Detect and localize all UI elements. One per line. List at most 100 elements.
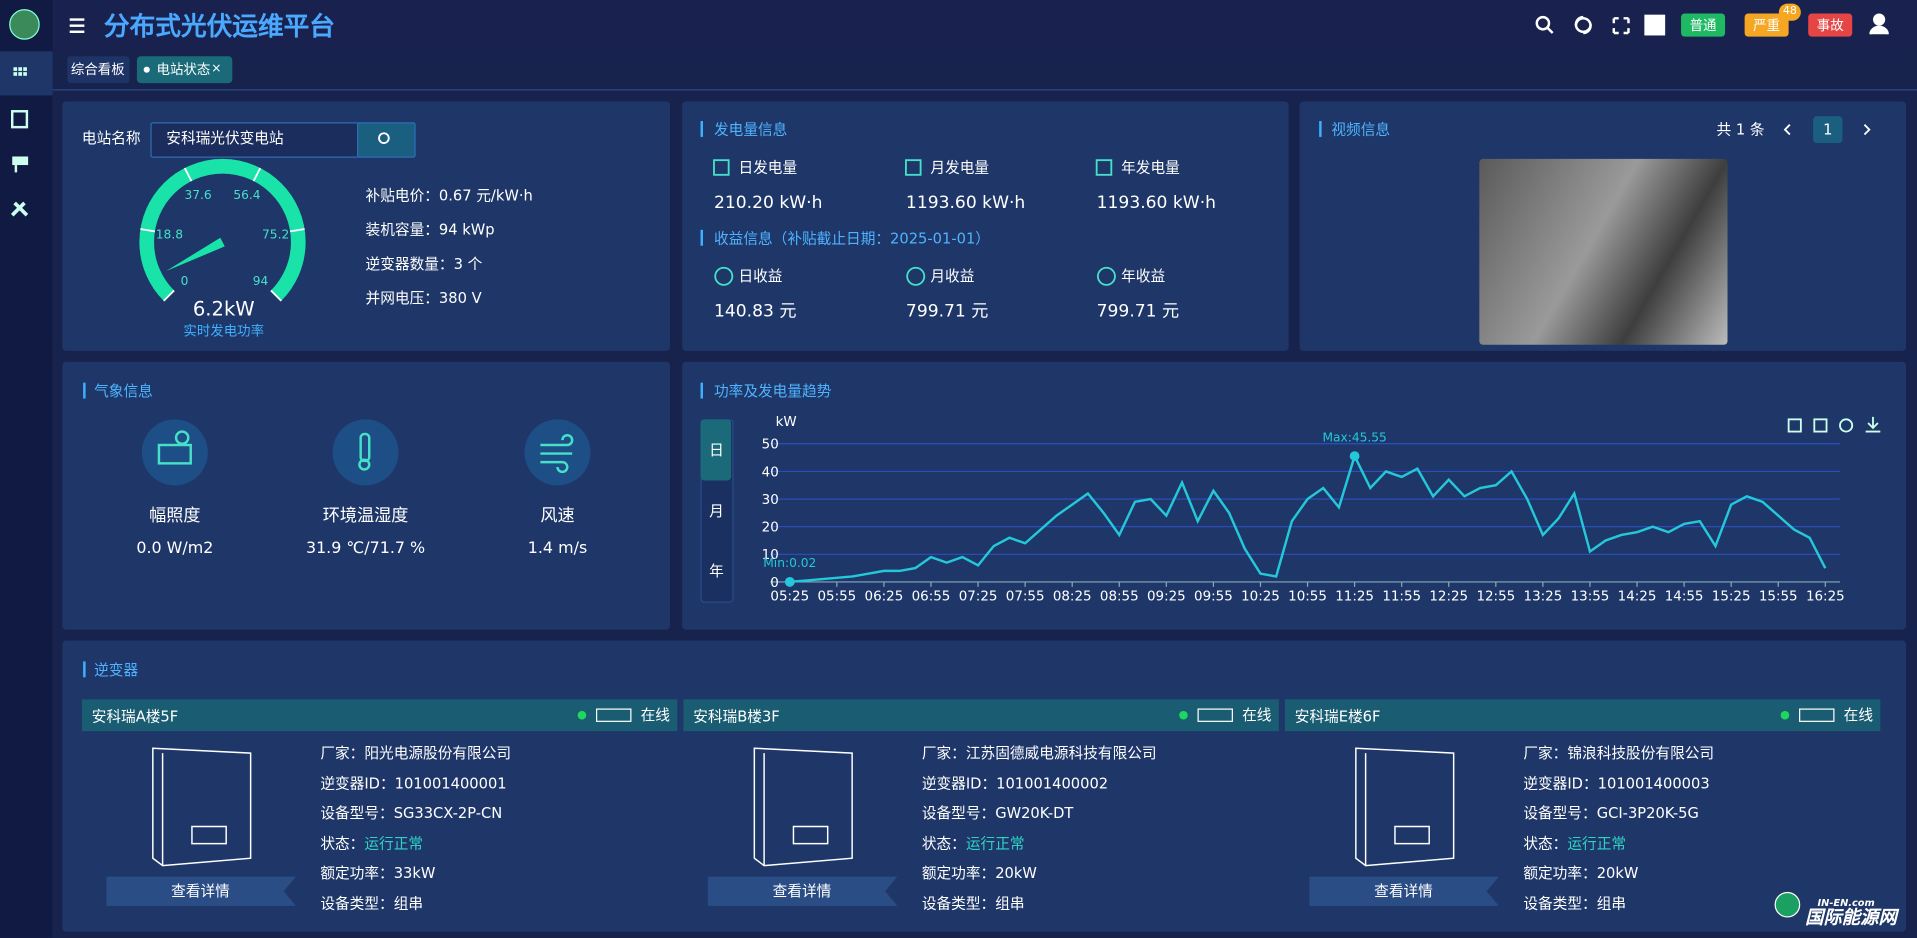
- period-tab[interactable]: 年: [709, 562, 724, 580]
- alarm-label[interactable]: 严重: [1753, 17, 1781, 34]
- field-value: 101001400003: [1597, 774, 1710, 792]
- x-tick-label: 07:25: [959, 589, 998, 604]
- status-label: 在线: [640, 706, 670, 724]
- gauge-arc: [139, 158, 306, 301]
- tab-close[interactable]: ×: [211, 62, 222, 76]
- inverter-name: 安科瑞A楼5F: [91, 707, 179, 725]
- page-prev[interactable]: [1783, 124, 1791, 136]
- search-button[interactable]: [356, 122, 416, 158]
- menu-icon[interactable]: [69, 18, 85, 34]
- alarm-normal[interactable]: [1681, 13, 1726, 37]
- tab-label[interactable]: 综合看板: [70, 61, 125, 78]
- period-active[interactable]: [700, 419, 732, 481]
- detail-button-label[interactable]: 查看详情: [171, 882, 230, 900]
- y-tick-label: 0: [770, 576, 779, 591]
- page-number[interactable]: 1: [1823, 121, 1833, 139]
- toolbar-icons[interactable]: [1535, 13, 1889, 36]
- station-info: 并网电压：380 V: [366, 291, 482, 306]
- video-frame[interactable]: [1479, 158, 1728, 345]
- field-value: 20kW: [995, 864, 1037, 882]
- gen-label: 月发电量: [930, 158, 990, 177]
- field-label: 厂家：: [1523, 744, 1568, 762]
- alarm-label[interactable]: 普通: [1689, 17, 1717, 34]
- page-count: 共 1 条: [1716, 121, 1765, 139]
- inverter-field: 额定功率：20kW: [1523, 866, 1638, 881]
- badge: [1778, 3, 1801, 21]
- weather-label: 环境温湿度: [322, 506, 409, 526]
- inverter-name: 安科瑞B楼3F: [693, 707, 780, 725]
- tab[interactable]: [67, 56, 130, 84]
- field-value: 组串: [995, 894, 1025, 913]
- battery-icon: [596, 708, 632, 722]
- tab-label[interactable]: 电站状态: [156, 61, 211, 78]
- field-value: 20kW: [1596, 864, 1639, 882]
- input-value[interactable]: 安科瑞光伏变电站: [166, 129, 284, 147]
- x-tick-label: 10:25: [1241, 589, 1280, 604]
- x-tick-label: 08:55: [1100, 589, 1139, 604]
- field-label: 设备类型：: [921, 894, 996, 913]
- tab-active[interactable]: [136, 56, 233, 84]
- period-tab[interactable]: 日: [709, 441, 724, 459]
- title-bar: [83, 661, 86, 678]
- gauge-tick-label: 75.2: [262, 228, 289, 242]
- detail-button-label[interactable]: 查看详情: [1374, 882, 1433, 900]
- detail-button-label[interactable]: 查看详情: [772, 882, 832, 900]
- annotation: Max:45.55: [1322, 430, 1386, 444]
- gen-value: 1193.60 kW·h: [905, 193, 1026, 213]
- field-value: 运行正常: [364, 834, 424, 852]
- line: [789, 452, 1827, 584]
- income-label: 日收益: [738, 267, 783, 285]
- field-label: 补贴电价：: [365, 187, 439, 205]
- field-label: 设备型号：: [921, 804, 996, 822]
- alarm-serious[interactable]: [1744, 13, 1789, 37]
- period-tab[interactable]: 月: [709, 501, 724, 519]
- panel-inverters: [62, 640, 1907, 932]
- inverter-field: 厂家：锦浪科技股份有限公司: [1523, 746, 1714, 761]
- gen-label: 年发电量: [1121, 158, 1180, 177]
- gen-icon: [905, 159, 922, 176]
- inverter-field: 逆变器ID：101001400002: [922, 776, 1108, 791]
- detail-button[interactable]: [106, 876, 296, 906]
- alarm-accident[interactable]: [1808, 13, 1853, 37]
- wm-logo: [1774, 891, 1801, 918]
- field-value: 运行正常: [965, 834, 1025, 852]
- field-value: 阳光电源股份有限公司: [364, 744, 512, 762]
- y-tick-label: 10: [762, 548, 779, 563]
- field-label: 状态：: [320, 834, 365, 852]
- gauge-tick: [163, 289, 175, 302]
- weather-value: 0.0 W/m2: [136, 539, 214, 559]
- detail-button[interactable]: [707, 876, 898, 906]
- x-tick-label: 09:55: [1194, 589, 1233, 604]
- gauge-tick: [289, 228, 305, 233]
- sidebar-icons: [10, 67, 29, 217]
- title-bar: [700, 229, 703, 246]
- gauge-caption: 实时发电功率: [183, 323, 265, 340]
- gauge-value: 6.2kW: [192, 297, 255, 321]
- detail-button[interactable]: [1309, 876, 1499, 906]
- y-axis-label: kW: [775, 413, 797, 430]
- chart-toolbar[interactable]: [1787, 416, 1881, 433]
- x-tick-label: 08:25: [1053, 589, 1092, 604]
- app-title: 分布式光伏运维平台: [103, 11, 335, 41]
- status-dot: [577, 710, 587, 720]
- inverter-field: 逆变器ID：101001400001: [320, 776, 506, 791]
- field-value: 380 V: [438, 289, 482, 307]
- y-tick-label: 30: [762, 493, 779, 508]
- panel-chart: [682, 361, 1907, 630]
- inverter-field: 厂家：阳光电源股份有限公司: [320, 746, 511, 761]
- field-label: 设备型号：: [320, 804, 394, 822]
- station-input[interactable]: [150, 122, 360, 158]
- page-button[interactable]: [1813, 116, 1843, 144]
- field-value: 组串: [393, 894, 424, 913]
- inverter-field: 设备类型：组串: [1523, 896, 1626, 911]
- field-label: 逆变器ID：: [1523, 774, 1598, 792]
- page-next[interactable]: [1863, 124, 1871, 136]
- annotation: Min:0.02: [763, 556, 816, 570]
- inverter-field: 额定功率：33kW: [320, 866, 435, 881]
- alarm-label[interactable]: 事故: [1816, 17, 1844, 34]
- chart-title: 功率及发电量趋势: [713, 382, 832, 400]
- panel-title: 收益信息（补贴截止日期：2025-01-01）: [713, 229, 990, 247]
- field-value: SG33CX-2P-CN: [393, 804, 503, 822]
